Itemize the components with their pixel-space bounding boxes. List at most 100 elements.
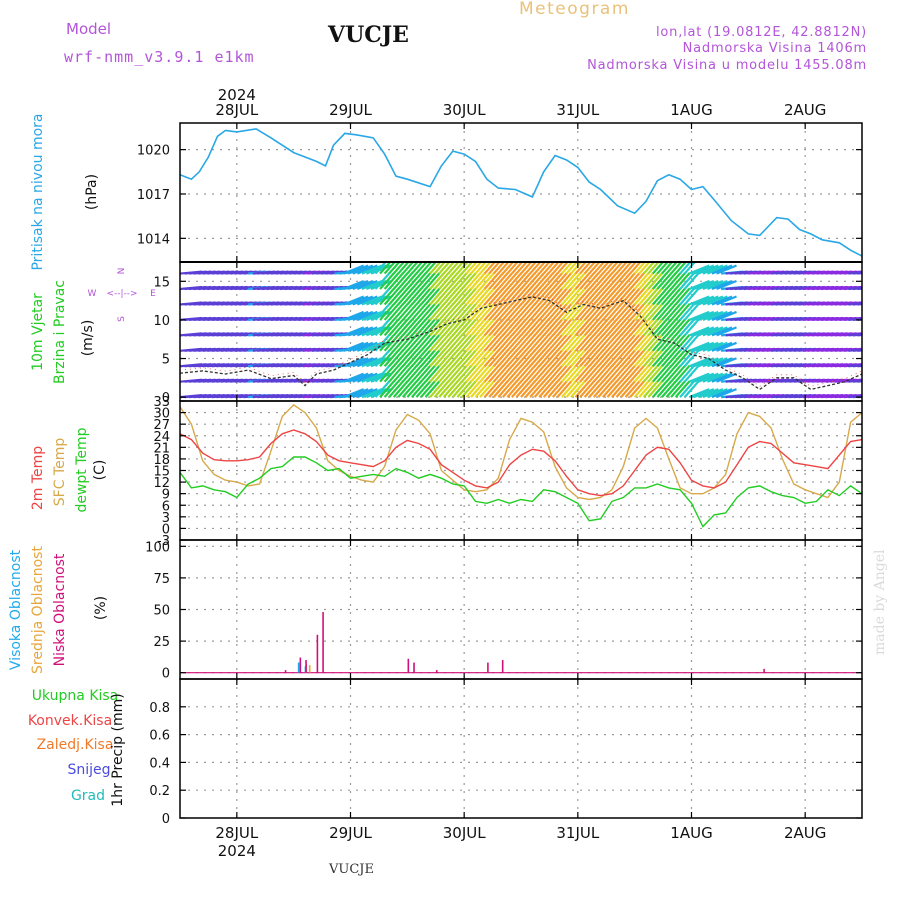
wind-arrow [652,364,668,383]
wind-arrow [374,364,391,383]
wind-arrow [352,264,374,275]
wind-arrow [542,364,559,383]
wind-arrow [538,272,555,290]
wind-arrow [606,287,623,306]
wind-arrow [629,318,645,337]
wind-arrow [383,349,400,367]
wind-arrow [451,262,465,275]
wind-arrow [356,264,378,275]
panel-border [179,400,863,541]
wind-arrow [542,318,559,337]
wind-arrow [529,262,542,275]
wind-arrow [674,334,691,352]
wind-arrow [520,334,536,352]
wind-arrow [624,380,641,398]
wind-arrow [392,334,409,352]
wind-arrow [456,364,473,383]
cloud-tick-label: 0 [162,667,170,682]
wind-arrow [579,303,595,321]
wind-arrow [474,380,491,398]
wind-tick-label: 0 [162,391,170,406]
wind-arrow [506,272,523,290]
wind-arrow [470,318,486,337]
wind-arrow [642,262,656,275]
wind-arrow [488,262,501,275]
wind-arrow [411,262,424,275]
wind-arrow [597,349,614,367]
station-title: VUCJE [328,22,409,48]
cloud-tick-label: 25 [153,635,170,650]
wind-arrow [456,349,473,367]
year-label-top: 2024 [218,86,256,104]
wind-arrow [370,372,392,383]
wind-arrow [424,287,441,306]
wind-arrow [447,349,464,367]
wind-arrow [629,380,645,398]
wind-arrow [565,272,582,290]
wind-arrow [515,318,532,337]
altitude: Nadmorska Visina 1406m [682,41,867,56]
precip-legend-item: Konvek.Kisa [28,713,112,729]
wind-arrow [424,364,441,383]
wind-arrow [561,364,577,383]
wind-arrow [711,280,733,291]
wind-arrow [474,334,491,352]
wind-arrow [379,303,395,321]
wind-arrow [397,287,414,306]
wind-arrow [483,334,500,352]
wind-arrow [633,262,647,275]
panel-frame-2 [179,400,863,541]
wind-arrow [343,341,365,352]
wind-arrow [424,334,441,352]
wind-arrow [406,318,423,337]
wind-arrow [447,287,464,306]
wind-arrow [420,318,436,337]
wind-arrow [388,380,404,398]
wind-arrow [343,357,365,368]
wind-arrow [642,318,659,337]
wind-arrow [524,262,538,275]
wind-arrow [538,287,555,306]
wind-arrow [661,349,677,367]
compass-e: E [150,289,156,299]
cloud-tick-label: 75 [153,572,170,587]
wind-arrow [392,303,409,321]
wind-arrow [551,364,568,383]
wind-arrow [702,341,724,352]
wind-arrow [374,303,391,321]
wind-arrow [683,334,700,352]
wind-arrow [392,262,406,275]
wind-arrow [707,326,728,337]
wind-arrow [597,380,614,398]
wind-arrow [474,364,491,383]
wind-arrow [374,318,391,337]
wind-arrow [461,334,477,352]
wind-arrow [656,380,673,398]
wind-arrow [597,272,614,290]
temp2m-axis-label: 2m Temp [30,446,46,510]
temp-tick-label: 24 [153,430,170,445]
wind-unit-label: (m/s) [80,320,96,357]
panel-grid-0 [180,123,862,262]
wind-arrow [693,326,715,337]
meteogram-title: Meteogram [519,0,630,19]
wind-arrow [361,357,383,368]
precip-legend-item: Ukupna Kisa [32,688,119,704]
wind-arrow-field [180,262,862,399]
wind-arrow [592,380,609,398]
wind-arrow [392,349,409,367]
wind-arrow [674,364,691,383]
day-label-top: 28JUL [215,101,258,119]
wind-arrow [366,372,387,383]
wind-arrow [665,303,682,321]
wind-arrow [652,334,668,352]
wind-arrow [556,364,573,383]
wind-arrow [492,334,509,352]
wind-arrow [707,310,728,321]
wind-arrow [716,341,737,352]
temp-tick-label: -3 [157,534,170,549]
wind-arrow [633,380,650,398]
wind-arrow [638,318,655,337]
wind-arrow [533,380,550,398]
wind-arrow [574,303,591,321]
